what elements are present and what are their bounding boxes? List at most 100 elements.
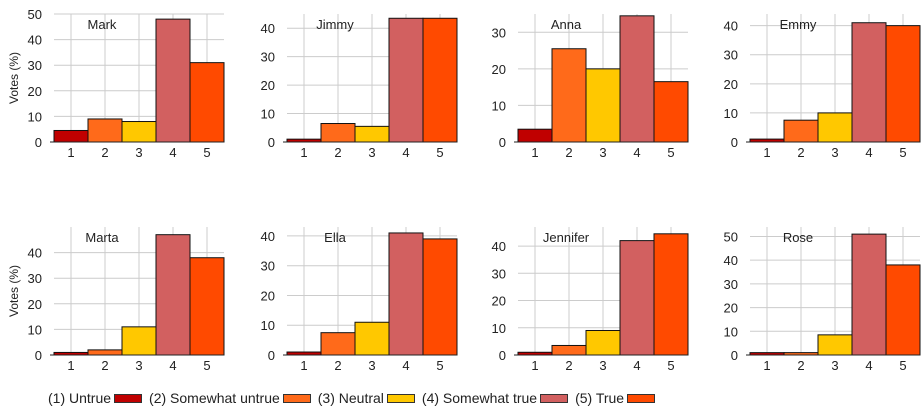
y-tick-label: 30 — [28, 271, 42, 286]
y-tick-label: 0 — [35, 348, 42, 363]
x-tick-label: 1 — [300, 145, 307, 160]
legend-item: (5) True — [575, 390, 656, 406]
bar-mark-2 — [87, 118, 123, 143]
y-tick-label: 0 — [731, 135, 738, 150]
y-axis-label: Votes (%) — [7, 265, 21, 317]
panel-emmy: 0 10 20 30 40 1 2 3 4 5 Emmy — [724, 14, 921, 160]
y-tick-label: 30 — [261, 259, 275, 274]
panel-title: Jimmy — [316, 17, 354, 32]
y-tick-label: 20 — [261, 78, 275, 93]
x-tick-label: 4 — [169, 358, 176, 373]
panel-title: Rose — [783, 230, 813, 245]
y-tick-label: 0 — [499, 348, 506, 363]
bar-anna-3 — [585, 68, 621, 143]
panel-jimmy: 0 10 20 30 40 1 2 3 4 5 Jimmy — [261, 14, 458, 160]
bar-marta-3 — [121, 326, 157, 356]
y-tick-label: 50 — [724, 229, 738, 244]
y-tick-label: 30 — [492, 266, 506, 281]
bar-jennifer-2 — [551, 344, 587, 356]
bar-rose-5 — [885, 264, 921, 356]
y-tick-label: 10 — [724, 106, 738, 121]
y-tick-label: 10 — [261, 107, 275, 122]
y-tick-label: 10 — [492, 98, 506, 113]
panel-title: Marta — [85, 230, 119, 245]
legend-label: (1) Untrue — [48, 390, 112, 406]
x-tick-label: 3 — [368, 358, 375, 373]
bar-rose-3 — [817, 334, 853, 356]
legend: (1) Untrue (2) Somewhat untrue (3) Neutral… — [48, 388, 662, 408]
x-tick-label: 1 — [67, 358, 74, 373]
legend-swatch — [386, 393, 415, 403]
x-tick-label: 1 — [300, 358, 307, 373]
bar-emmy-2 — [783, 119, 819, 143]
x-tick-label: 5 — [436, 145, 443, 160]
y-tick-label: 40 — [261, 229, 275, 244]
y-tick-label: 20 — [492, 62, 506, 77]
y-tick-label: 30 — [724, 277, 738, 292]
y-tick-label: 40 — [28, 33, 42, 48]
bar-marta-4 — [155, 234, 191, 356]
x-tick-label: 5 — [203, 358, 210, 373]
x-tick-label: 2 — [797, 145, 804, 160]
bar-jennifer-4 — [619, 240, 655, 356]
bar-jimmy-5 — [422, 17, 458, 143]
x-tick-label: 5 — [667, 145, 674, 160]
x-tick-label: 4 — [169, 145, 176, 160]
y-tick-label: 20 — [724, 77, 738, 92]
y-tick-label: 40 — [492, 239, 506, 254]
x-tick-label: 4 — [633, 358, 640, 373]
y-tick-label: 10 — [28, 109, 42, 124]
x-tick-label: 3 — [368, 145, 375, 160]
x-tick-label: 1 — [763, 145, 770, 160]
panel-rose: 0 10 20 30 40 50 1 2 3 4 5 Rose — [724, 227, 921, 373]
legend-label: (5) True — [575, 390, 625, 406]
bar-rose-4 — [851, 233, 887, 356]
x-tick-label: 2 — [334, 145, 341, 160]
x-tick-label: 5 — [899, 358, 906, 373]
bar-jimmy-4 — [388, 17, 424, 143]
y-tick-label: 10 — [492, 321, 506, 336]
y-tick-label: 0 — [268, 348, 275, 363]
x-tick-label: 3 — [599, 358, 606, 373]
x-tick-label: 3 — [831, 358, 838, 373]
x-tick-label: 4 — [402, 358, 409, 373]
y-tick-label: 10 — [724, 324, 738, 339]
panel-title: Ella — [324, 230, 346, 245]
bar-marta-2 — [87, 349, 123, 356]
x-tick-label: 5 — [667, 358, 674, 373]
bar-anna-2 — [551, 48, 587, 143]
y-tick-label: 10 — [28, 322, 42, 337]
bar-marta-5 — [189, 257, 225, 356]
x-tick-label: 1 — [531, 358, 538, 373]
y-tick-label: 0 — [731, 348, 738, 363]
panel-title: Emmy — [780, 17, 817, 32]
y-tick-label: 20 — [28, 84, 42, 99]
x-tick-label: 3 — [599, 145, 606, 160]
x-tick-label: 3 — [135, 145, 142, 160]
bar-mark-5 — [189, 62, 225, 143]
x-tick-label: 3 — [831, 145, 838, 160]
y-tick-label: 20 — [492, 294, 506, 309]
y-tick-label: 20 — [28, 297, 42, 312]
x-tick-label: 4 — [865, 145, 872, 160]
legend-item: (2) Somewhat untrue — [149, 390, 311, 406]
x-tick-label: 2 — [797, 358, 804, 373]
bar-anna-4 — [619, 15, 655, 143]
bar-jennifer-5 — [653, 233, 689, 356]
y-tick-label: 40 — [724, 253, 738, 268]
x-tick-label: 2 — [101, 145, 108, 160]
bar-anna-1 — [517, 128, 553, 143]
y-tick-label: 50 — [28, 7, 42, 22]
panel-title: Anna — [551, 17, 582, 32]
bar-anna-5 — [653, 81, 689, 143]
x-tick-label: 1 — [67, 145, 74, 160]
bar-ella-3 — [354, 321, 390, 356]
x-tick-label: 4 — [402, 145, 409, 160]
x-tick-label: 2 — [565, 145, 572, 160]
x-tick-label: 5 — [436, 358, 443, 373]
bar-jennifer-3 — [585, 329, 621, 356]
legend-label: (2) Somewhat untrue — [149, 390, 280, 406]
y-tick-label: 20 — [724, 301, 738, 316]
y-tick-label: 10 — [261, 318, 275, 333]
